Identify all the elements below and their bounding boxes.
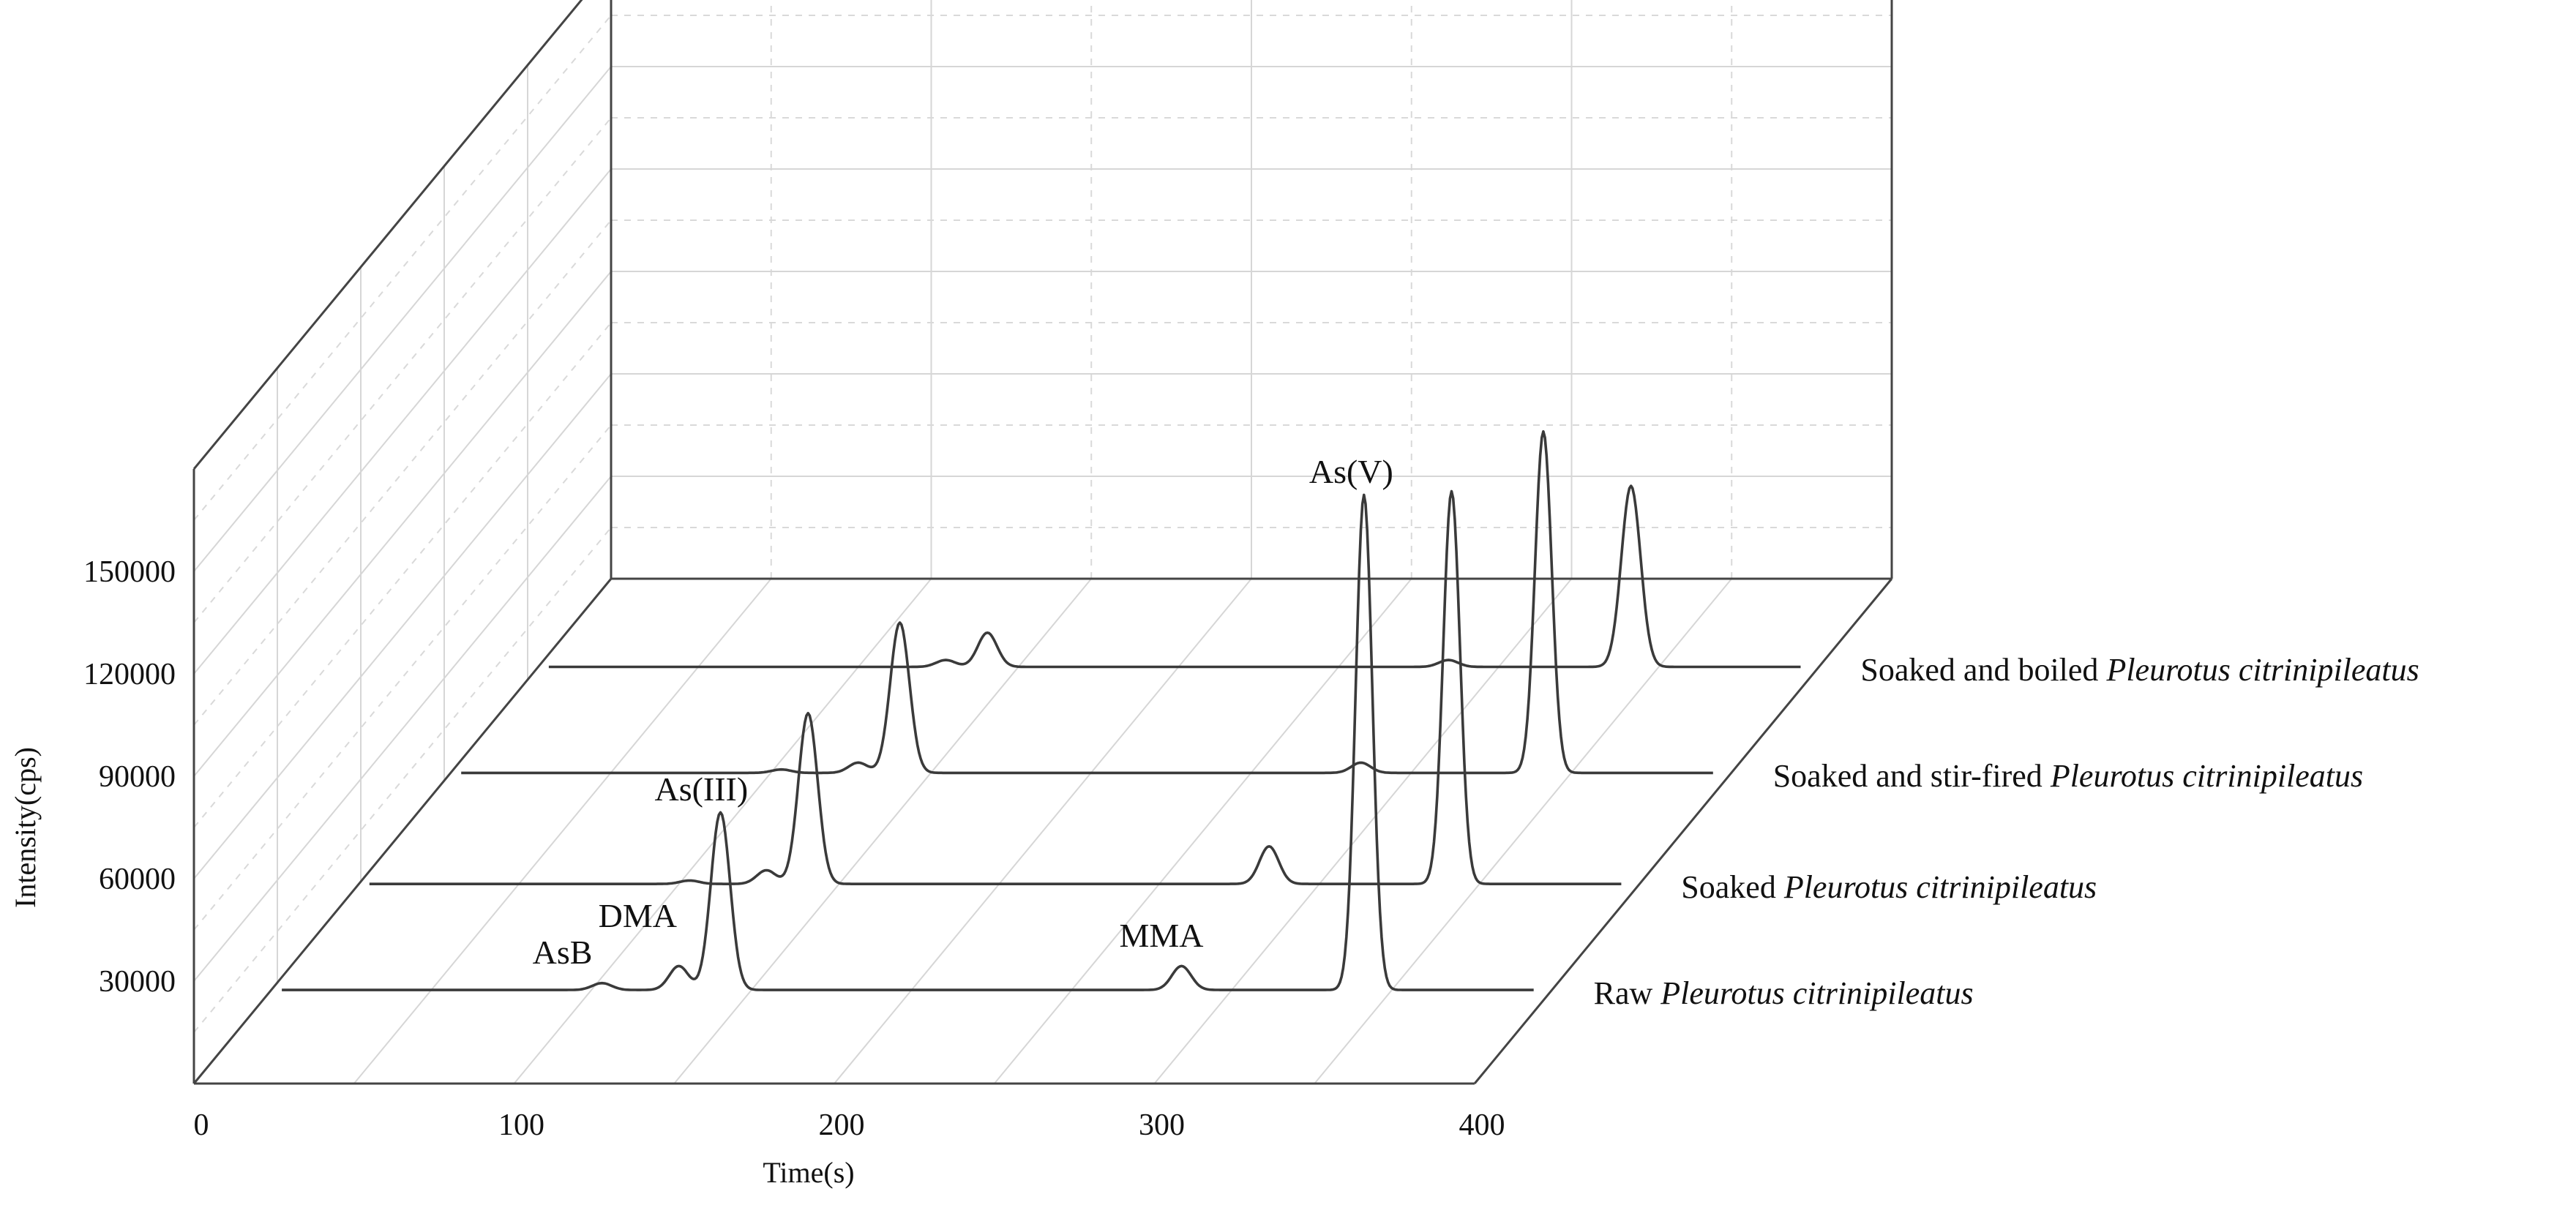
y-tick-label: 60000	[99, 863, 176, 896]
series-species: Pleurotus citrinipileatus	[1660, 975, 1973, 1011]
trace-layer	[282, 429, 1801, 991]
frame-edge	[1473, 578, 1893, 1084]
y-tick-label: 150000	[83, 555, 176, 589]
left-wall-diag	[193, 117, 612, 623]
series-label: Soaked and stir-fired Pleurotus citrinip…	[1773, 758, 2363, 794]
peak-label: MMA	[1119, 917, 1203, 954]
floor-diag	[513, 578, 932, 1084]
series-species: Pleurotus citrinipileatus	[2105, 652, 2419, 688]
left-wall-diag	[193, 476, 612, 982]
trace-raw	[282, 493, 1534, 991]
floor-diag	[673, 578, 1093, 1084]
series-prefix: Soaked and stir-fired	[1773, 758, 2051, 794]
trace-soaked	[369, 489, 1622, 885]
peak-label: AsB	[533, 934, 593, 971]
series-label: Raw Pleurotus citrinipileatus	[1594, 975, 1974, 1011]
left-wall-diag	[193, 424, 612, 931]
floor-diag	[993, 578, 1412, 1084]
series-prefix: Raw	[1594, 975, 1661, 1011]
axis-frame	[192, 0, 1893, 1085]
x-tick-label: 100	[498, 1108, 544, 1142]
grid-layer	[193, 0, 1892, 1084]
series-species: Pleurotus citrinipileatus	[2050, 758, 2363, 794]
left-wall-diag	[193, 219, 612, 726]
left-wall-diag	[193, 373, 612, 879]
series-species: Pleurotus citrinipileatus	[1783, 869, 2097, 905]
series-prefix: Soaked	[1681, 869, 1784, 905]
y-tick-label: 90000	[99, 760, 176, 794]
left-wall-diag	[193, 271, 612, 777]
left-wall-diag	[193, 527, 612, 1033]
series-label: Soaked Pleurotus citrinipileatus	[1681, 869, 2097, 905]
x-tick-label: 0	[194, 1108, 209, 1142]
x-axis-title: Time(s)	[763, 1156, 854, 1189]
peak-label: DMA	[599, 897, 677, 934]
frame-edge	[192, 0, 583, 470]
peak-label: As(V)	[1309, 453, 1393, 490]
left-wall-diag	[193, 322, 612, 828]
floor-diag	[353, 578, 772, 1084]
x-tick-label: 200	[819, 1108, 865, 1142]
left-wall-diag	[193, 15, 612, 521]
series-prefix: Soaked and boiled	[1860, 652, 2106, 688]
y-tick-label: 30000	[99, 965, 176, 999]
x-tick-label: 400	[1459, 1108, 1505, 1142]
left-wall-diag	[193, 168, 612, 675]
floor-diag	[1153, 578, 1573, 1084]
left-wall-diag	[193, 66, 612, 572]
trace-soaked-and-boiled	[548, 484, 1801, 669]
floor-diag	[1314, 578, 1733, 1084]
y-tick-label: 120000	[83, 658, 176, 691]
trace-soaked-and-stir-fired	[461, 429, 1713, 775]
frame-edge	[192, 578, 613, 1084]
y-axis-title: Intensity(cps)	[9, 747, 42, 908]
x-tick-label: 300	[1139, 1108, 1185, 1142]
series-label: Soaked and boiled Pleurotus citrinipilea…	[1860, 652, 2419, 688]
peak-label: As(III)	[654, 770, 748, 808]
floor-diag	[834, 578, 1252, 1084]
